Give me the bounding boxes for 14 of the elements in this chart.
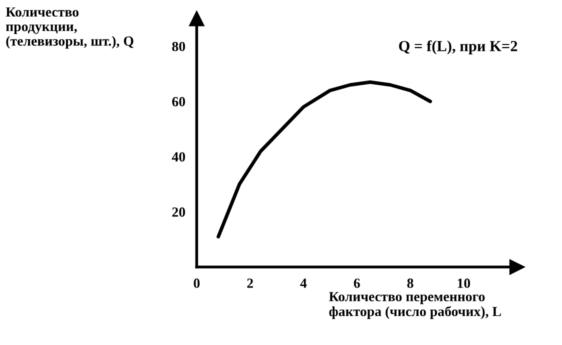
line-series: [216, 80, 432, 238]
x-tick-label: 2: [247, 278, 253, 288]
text: Q = f(L), при K=2: [399, 40, 518, 54]
x-tick-label: 8: [407, 278, 414, 288]
x-tick-label: 6: [354, 278, 360, 288]
y-tick-label: 40: [172, 152, 186, 162]
y-tick-label: 20: [172, 207, 186, 217]
y-tick-label: 80: [172, 42, 186, 52]
x-axis-title: Количество переменного фактора (число рабочих), L: [329, 292, 501, 320]
x-tick-label: 0: [194, 278, 200, 288]
x-tick-label: 4: [300, 278, 307, 288]
y-axis-title: Количество продукции, (телевизоры, шт.), Q: [6, 7, 134, 49]
y-tick-label: 60: [172, 97, 186, 106]
x-tick-label: 10: [458, 278, 470, 288]
